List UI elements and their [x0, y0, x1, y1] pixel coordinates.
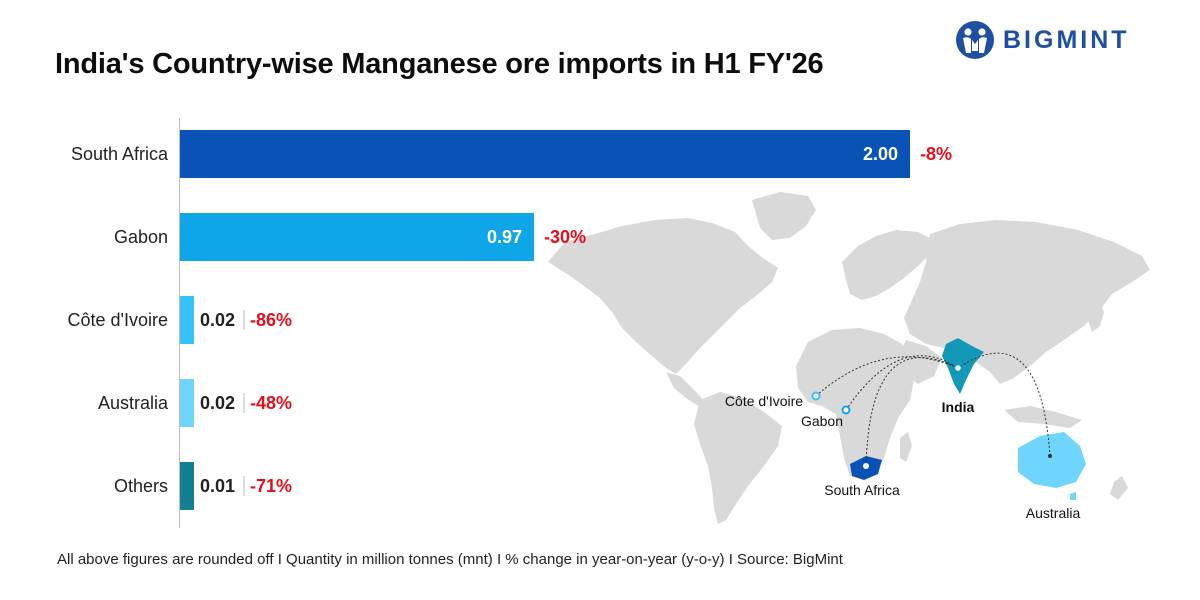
value-label: 0.97: [487, 227, 522, 247]
route-gabon-india: [845, 355, 959, 411]
category-label: Others: [114, 476, 168, 496]
bigmint-logo: BIGMINT: [955, 20, 1130, 60]
marker-cote-divoire: [811, 391, 821, 401]
map-label-gabon: Gabon: [801, 413, 843, 429]
map-label-south-africa: South Africa: [824, 482, 900, 498]
map-tasmania: [1070, 492, 1076, 500]
value-label: 0.01: [200, 476, 235, 496]
pct-change-label: -30%: [544, 227, 586, 247]
bar: [180, 379, 194, 427]
value-label: 0.02: [200, 310, 235, 330]
bar: [180, 296, 194, 344]
map-north-america: [548, 218, 778, 374]
category-label: Côte d'Ivoire: [68, 310, 169, 330]
map-label-cote-divoire: Côte d'Ivoire: [725, 393, 803, 409]
map-africa: [796, 328, 914, 480]
route-cote-divoire-india: [815, 356, 959, 397]
map-australia: [1018, 432, 1086, 488]
marker-india: [953, 363, 963, 373]
value-label: 0.02: [200, 393, 235, 413]
pct-change-label: -48%: [250, 393, 292, 413]
chart-title: India's Country-wise Manganese ore impor…: [55, 48, 824, 80]
bar: [180, 213, 535, 261]
map-madagascar: [900, 432, 912, 462]
bar: [180, 130, 910, 178]
map-indonesia: [1004, 406, 1082, 428]
footnote: All above figures are rounded off I Quan…: [57, 551, 843, 568]
marker-gabon: [841, 405, 851, 415]
bar: [180, 462, 194, 510]
route-south-africa-india: [865, 357, 959, 467]
world-map: India Côte d'Ivoire Gabon South Africa A…: [548, 192, 1150, 524]
map-new-zealand: [1110, 476, 1128, 500]
bigmint-logo-text: BIGMINT: [1003, 25, 1130, 54]
marker-south-africa: [863, 463, 869, 469]
marker-australia: [1048, 454, 1052, 458]
pct-change-label: -86%: [250, 310, 292, 330]
map-greenland: [752, 192, 816, 240]
bars-group: South Africa 2.00 -8% Gabon 0.97 -30% Côte d'I…: [68, 130, 952, 510]
category-label: Australia: [98, 393, 169, 413]
category-label: Gabon: [114, 227, 168, 247]
pct-change-label: -8%: [920, 144, 952, 164]
map-label-india: India: [942, 399, 975, 415]
map-central-america: [666, 372, 706, 406]
map-india: [942, 338, 984, 394]
map-japan: [1088, 300, 1104, 332]
category-label: South Africa: [71, 144, 169, 164]
map-europe: [842, 230, 934, 300]
value-label: 2.00: [863, 144, 898, 164]
pct-change-label: -71%: [250, 476, 292, 496]
map-south-america: [694, 392, 782, 524]
map-label-australia: Australia: [1026, 505, 1081, 521]
bigmint-logo-icon: [956, 21, 994, 59]
